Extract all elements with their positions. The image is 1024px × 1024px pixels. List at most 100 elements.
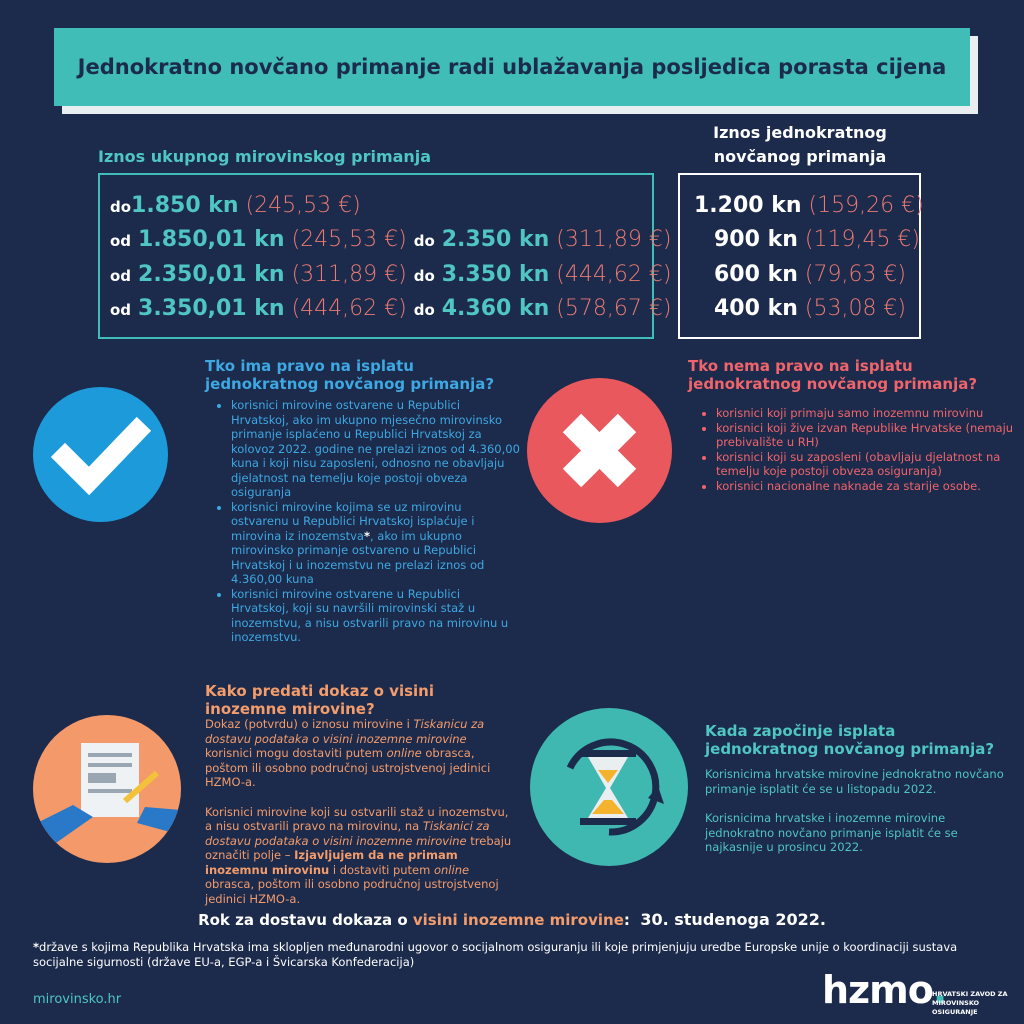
payment-row: 1.200 kn (159,26 €) xyxy=(694,193,924,218)
amount: 3.350 kn xyxy=(441,262,550,287)
text: online xyxy=(433,862,470,877)
euro: (311,89 €) xyxy=(556,227,672,252)
not-eligible-item: korisnici nacionalne naknade za starije … xyxy=(716,479,1016,494)
logo-text: hzmo xyxy=(822,968,934,1012)
text: trebaju označiti polje – xyxy=(205,833,512,863)
text: Rok za dostavu dokaza o xyxy=(198,911,413,929)
paragraph: Dokaz (potvrdu) o iznosu mirovine i Tisk… xyxy=(205,717,517,790)
amount: 3.350,01 kn xyxy=(138,296,285,321)
paragraph: Korisnici mirovine koji su ostvarili sta… xyxy=(205,805,517,907)
bracket-row: od 3.350,01 kn (444,62 €) do 4.360 kn (5… xyxy=(110,296,671,321)
text: korisnici mirovine kojima se uz mirovinu… xyxy=(231,499,475,543)
keyword: do xyxy=(110,198,132,216)
eligible-item: korisnici mirovine ostvarene u Republici… xyxy=(231,587,521,645)
left-header: Iznos ukupnog mirovinskog primanja xyxy=(98,147,432,166)
amount: 900 kn xyxy=(714,227,798,252)
euro: (119,45 €) xyxy=(804,227,921,252)
how-to-title: Kako predati dokaz o visini inozemne mir… xyxy=(205,682,434,718)
text: države s kojima Republika Hrvatska ima s… xyxy=(33,940,958,969)
euro: (53,08 €) xyxy=(804,296,907,321)
right-header: Iznos jednokratnog novčanog primanja xyxy=(713,123,887,166)
not-eligible-item: korisnici koji su zaposleni (obavljaju d… xyxy=(716,450,1016,479)
text: : xyxy=(623,911,630,929)
brackets-box: do1.850 kn (245,53 €) od 1.850,01 kn (24… xyxy=(98,173,671,339)
payment-row: 900 kn (119,45 €) xyxy=(714,227,920,252)
euro: (444,62 €) xyxy=(556,262,672,287)
text: , ako im ukupno mirovinsko primanje ostv… xyxy=(231,528,485,587)
text: Tiskanici za dostavu podataka o visini i… xyxy=(205,819,490,848)
keyword: od xyxy=(110,301,132,319)
amount: 1.850 kn xyxy=(131,193,239,218)
text: korisnici mogu dostaviti putem xyxy=(205,746,387,760)
amount: 4.360 kn xyxy=(441,296,550,321)
euro: (444,62 €) xyxy=(291,296,407,321)
caption-line: MIROVINSKO OSIGURANJE xyxy=(932,999,980,1016)
title: Jednokratno novčano primanje radi ublaža… xyxy=(77,55,947,79)
keyword: do xyxy=(413,267,435,285)
cross-mark xyxy=(562,413,637,488)
keyword: do xyxy=(413,232,435,250)
text: Tiskanicu za dostavu podataka o visini i… xyxy=(205,717,485,746)
not-eligible-title: Tko nema pravo na isplatu jednokratnog n… xyxy=(688,357,978,393)
euro: (245,53 €) xyxy=(245,193,361,218)
keyword: od xyxy=(110,232,132,250)
document-icon xyxy=(33,715,181,863)
bracket-row: od 1.850,01 kn (245,53 €) do 2.350 kn (3… xyxy=(110,227,671,252)
text: Korisnici mirovine koji su ostvarili sta… xyxy=(205,804,509,834)
amount: 1.200 kn xyxy=(694,193,802,218)
title-banner: Jednokratno novčano primanje radi ublaža… xyxy=(54,28,970,106)
eligible-list: korisnici mirovine ostvarene u Republici… xyxy=(215,398,521,645)
date: 30. studenoga 2022. xyxy=(640,910,826,929)
amount: 400 kn xyxy=(714,296,798,321)
paragraph: Korisnicima hrvatske i inozemne mirovine… xyxy=(705,811,958,854)
how-to-body: Dokaz (potvrdu) o iznosu mirovine i Tisk… xyxy=(205,717,517,906)
payment-row: 600 kn (79,63 €) xyxy=(714,262,906,287)
not-eligible-list: korisnici koji primaju samo inozemnu mir… xyxy=(700,406,1016,493)
website: mirovinsko.hr xyxy=(33,992,122,1007)
check-icon xyxy=(33,387,168,522)
text: visini inozemne mirovine xyxy=(412,911,624,929)
not-eligible-item: korisnici koji primaju samo inozemnu mir… xyxy=(716,406,1016,421)
footnote: *države s kojima Republika Hrvatska ima … xyxy=(33,940,993,970)
cross-icon xyxy=(527,378,672,523)
logo-caption: HRVATSKI ZAVOD ZA MIROVINSKO OSIGURANJE xyxy=(932,990,1024,1017)
when-body: Korisnicima hrvatske mirovine jednokratn… xyxy=(705,767,1005,855)
check-mark xyxy=(50,416,152,496)
bracket-row: od 2.350,01 kn (311,89 €) do 3.350 kn (4… xyxy=(110,262,671,287)
euro: (245,53 €) xyxy=(291,227,407,252)
asterisk: * xyxy=(33,940,40,954)
document-illustration xyxy=(33,743,181,845)
when-title: Kada započinje isplata jednokratnog novč… xyxy=(705,722,995,758)
hourglass xyxy=(566,738,664,836)
hourglass-icon xyxy=(530,708,688,866)
logo: hzmo. xyxy=(822,968,947,1012)
text: korisnici mirovine ostvarene u Republici… xyxy=(231,398,520,499)
keyword: do xyxy=(413,301,435,319)
amount: 1.850,01 kn xyxy=(138,227,285,252)
not-eligible-item: korisnici koji žive izvan Republike Hrva… xyxy=(716,421,1016,450)
eligible-title: Tko ima pravo na isplatu jednokratnog no… xyxy=(205,357,495,393)
text: i dostaviti putem xyxy=(329,862,434,877)
keyword: od xyxy=(110,267,132,285)
eligible-item: korisnici mirovine kojima se uz mirovinu… xyxy=(231,500,521,587)
asterisk: * xyxy=(363,528,370,543)
euro: (311,89 €) xyxy=(291,262,407,287)
amount: 2.350 kn xyxy=(441,227,550,252)
text: online xyxy=(386,746,422,760)
text: obrasca, poštom ili osobno područnoj ust… xyxy=(205,746,491,789)
amount: 2.350,01 kn xyxy=(138,262,285,287)
paragraph: Korisnicima hrvatske mirovine jednokratn… xyxy=(705,767,1004,796)
euro: (578,67 €) xyxy=(556,296,672,321)
deadline: Rok za dostavu dokaza o visini inozemne … xyxy=(0,910,1024,929)
payments-box: 1.200 kn (159,26 €) 900 kn (119,45 €) 60… xyxy=(678,173,924,339)
text: Izjavljujem da ne primam inozemnu mirovi… xyxy=(205,848,458,877)
amount: 600 kn xyxy=(714,262,798,287)
euro: (79,63 €) xyxy=(804,262,907,287)
bracket-row: do1.850 kn (245,53 €) xyxy=(110,193,361,218)
euro: (159,26 €) xyxy=(808,193,924,218)
text: obrasca, poštom ili osobno područnoj ust… xyxy=(205,877,499,906)
text: korisnici mirovine ostvarene u Republici… xyxy=(231,586,509,645)
eligible-item: korisnici mirovine ostvarene u Republici… xyxy=(231,398,521,500)
text: Dokaz (potvrdu) o iznosu mirovine i xyxy=(205,717,414,731)
